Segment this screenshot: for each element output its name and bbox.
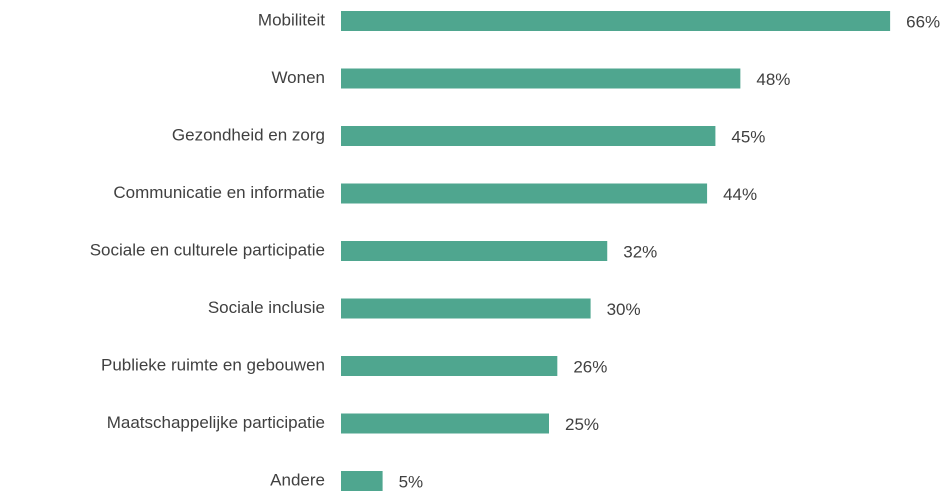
- bar: [341, 183, 708, 204]
- bar: [341, 413, 549, 434]
- bar: [341, 68, 741, 89]
- value-label: 66%: [906, 12, 940, 31]
- category-label: Sociale inclusie: [208, 298, 325, 317]
- bar: [341, 11, 891, 31]
- category-label: Communicatie en informatie: [113, 183, 325, 202]
- bar: [341, 298, 591, 319]
- bar: [341, 356, 558, 376]
- category-label: Andere: [270, 470, 325, 489]
- bar: [341, 241, 608, 261]
- category-label: Mobiliteit: [258, 10, 325, 29]
- value-label: 45%: [731, 127, 765, 146]
- bar: [341, 126, 716, 146]
- value-label: 44%: [723, 185, 757, 204]
- value-label: 5%: [399, 472, 424, 491]
- category-label: Maatschappelijke participatie: [107, 413, 325, 432]
- category-label: Publieke ruimte en gebouwen: [101, 355, 325, 374]
- value-label: 26%: [573, 357, 607, 376]
- category-label: Gezondheid en zorg: [172, 125, 325, 144]
- value-label: 48%: [756, 70, 790, 89]
- value-label: 25%: [565, 415, 599, 434]
- category-label: Wonen: [271, 68, 325, 87]
- value-label: 32%: [623, 242, 657, 261]
- bar: [341, 471, 383, 491]
- category-label: Sociale en culturele participatie: [90, 240, 325, 259]
- value-label: 30%: [607, 300, 641, 319]
